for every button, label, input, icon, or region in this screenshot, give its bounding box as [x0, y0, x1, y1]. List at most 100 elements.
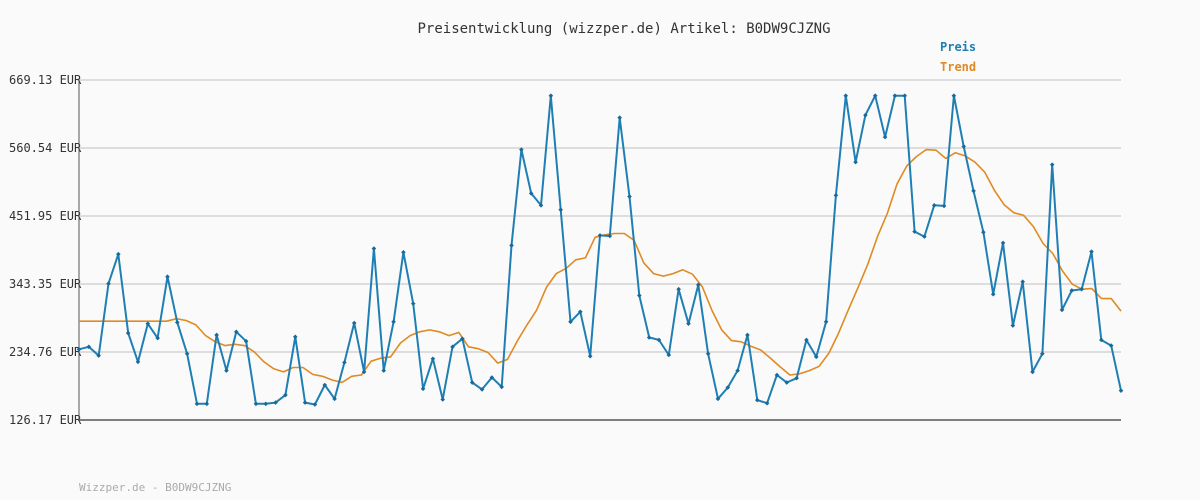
preis-point — [843, 93, 849, 99]
preis-point — [106, 281, 111, 286]
preis-point — [322, 382, 328, 388]
preis-point — [617, 115, 622, 120]
series-group — [76, 93, 1124, 407]
preis-point — [1040, 351, 1045, 357]
preis-point — [1069, 288, 1075, 293]
preis-point — [990, 291, 996, 297]
preis-point — [440, 397, 446, 402]
preis-point — [243, 338, 249, 344]
legend-trend: Trend — [940, 60, 976, 74]
preis-point — [813, 354, 819, 360]
preis-point — [233, 329, 239, 335]
preis-point — [794, 375, 799, 381]
preis-point — [745, 332, 750, 338]
preis-point — [312, 402, 318, 407]
y-axis-labels: 669.13 EUR 560.54 EUR 451.95 EUR 343.35 EUR… — [9, 73, 82, 427]
preis-point — [410, 301, 416, 306]
preis-point — [863, 112, 868, 118]
preis-point — [125, 330, 131, 336]
y-tick-label: 451.95 EUR — [9, 209, 82, 223]
preis-point — [214, 332, 219, 338]
preis-point — [686, 321, 691, 326]
trend-series-line — [79, 148, 1122, 384]
preis-point — [86, 344, 92, 350]
preis-point — [96, 353, 101, 358]
preis-point — [853, 159, 858, 165]
preis-point — [656, 337, 662, 343]
preis-point — [941, 203, 947, 209]
preis-point — [489, 375, 495, 380]
preis-point — [882, 134, 888, 140]
preis-point — [1079, 286, 1084, 292]
preis-point — [332, 396, 337, 402]
footer-text: Wizzper.de - B0DW9CJZNG — [79, 481, 231, 494]
preis-point — [981, 229, 986, 235]
preis-point — [342, 360, 347, 365]
preis-point — [283, 392, 288, 398]
preis-point — [184, 351, 190, 357]
preis-point — [725, 385, 731, 390]
preis-point — [912, 229, 917, 234]
preis-point — [469, 380, 475, 385]
preis-point — [1030, 369, 1035, 375]
preis-point — [922, 234, 927, 239]
preis-point — [1049, 162, 1055, 167]
preis-point — [420, 386, 426, 392]
preis-point — [666, 352, 672, 358]
chart-title: Preisentwicklung (wizzper.de) Artikel: B… — [417, 21, 830, 37]
preis-point — [784, 380, 790, 385]
preis-point — [479, 387, 485, 392]
preis-point — [253, 401, 259, 407]
preis-point — [676, 286, 681, 292]
preis-point — [705, 351, 711, 357]
preis-point — [273, 400, 278, 405]
preis-point — [764, 400, 770, 406]
preis-point — [587, 353, 593, 359]
preis-point — [646, 335, 652, 340]
preis-point — [509, 243, 514, 248]
preis-point — [224, 368, 229, 373]
y-tick-label: 234.76 EUR — [9, 345, 82, 359]
preis-point — [194, 401, 200, 407]
preis-point — [735, 368, 740, 373]
preis-point — [165, 274, 170, 280]
preis-point — [971, 188, 976, 194]
preis-point — [892, 93, 898, 99]
preis-point — [597, 233, 603, 238]
preis-point — [1010, 323, 1016, 328]
preis-point — [155, 335, 160, 341]
preis-point — [538, 203, 544, 208]
preis-point — [116, 251, 121, 257]
preis-point — [381, 368, 387, 373]
preis-point — [774, 372, 780, 378]
preis-point — [519, 147, 524, 152]
y-tick-label: 126.17 EUR — [9, 413, 82, 427]
preis-point — [1059, 307, 1065, 313]
preis-point — [696, 282, 701, 288]
preis-point — [135, 359, 141, 365]
preis-point — [607, 233, 613, 239]
preis-point — [371, 246, 377, 251]
preis-point — [175, 320, 180, 325]
preis-point — [804, 337, 809, 343]
preis-point — [951, 93, 957, 99]
legend-preis: Preis — [940, 40, 976, 54]
y-tick-label: 669.13 EUR — [9, 73, 82, 87]
preis-point — [833, 193, 839, 198]
preis-point — [627, 194, 632, 199]
preis-point — [528, 191, 534, 196]
preis-point — [76, 347, 82, 352]
preis-point — [450, 344, 455, 350]
preis-point — [391, 319, 396, 325]
gridlines — [79, 79, 1121, 354]
preis-point — [145, 321, 151, 326]
preis-point — [1000, 240, 1006, 246]
preis-point — [1089, 249, 1094, 254]
preis-point — [568, 319, 573, 325]
preis-point — [931, 203, 937, 208]
preis-point — [548, 93, 554, 99]
preis-point — [823, 319, 829, 325]
preis-point — [578, 309, 583, 315]
preis-point — [558, 207, 563, 213]
